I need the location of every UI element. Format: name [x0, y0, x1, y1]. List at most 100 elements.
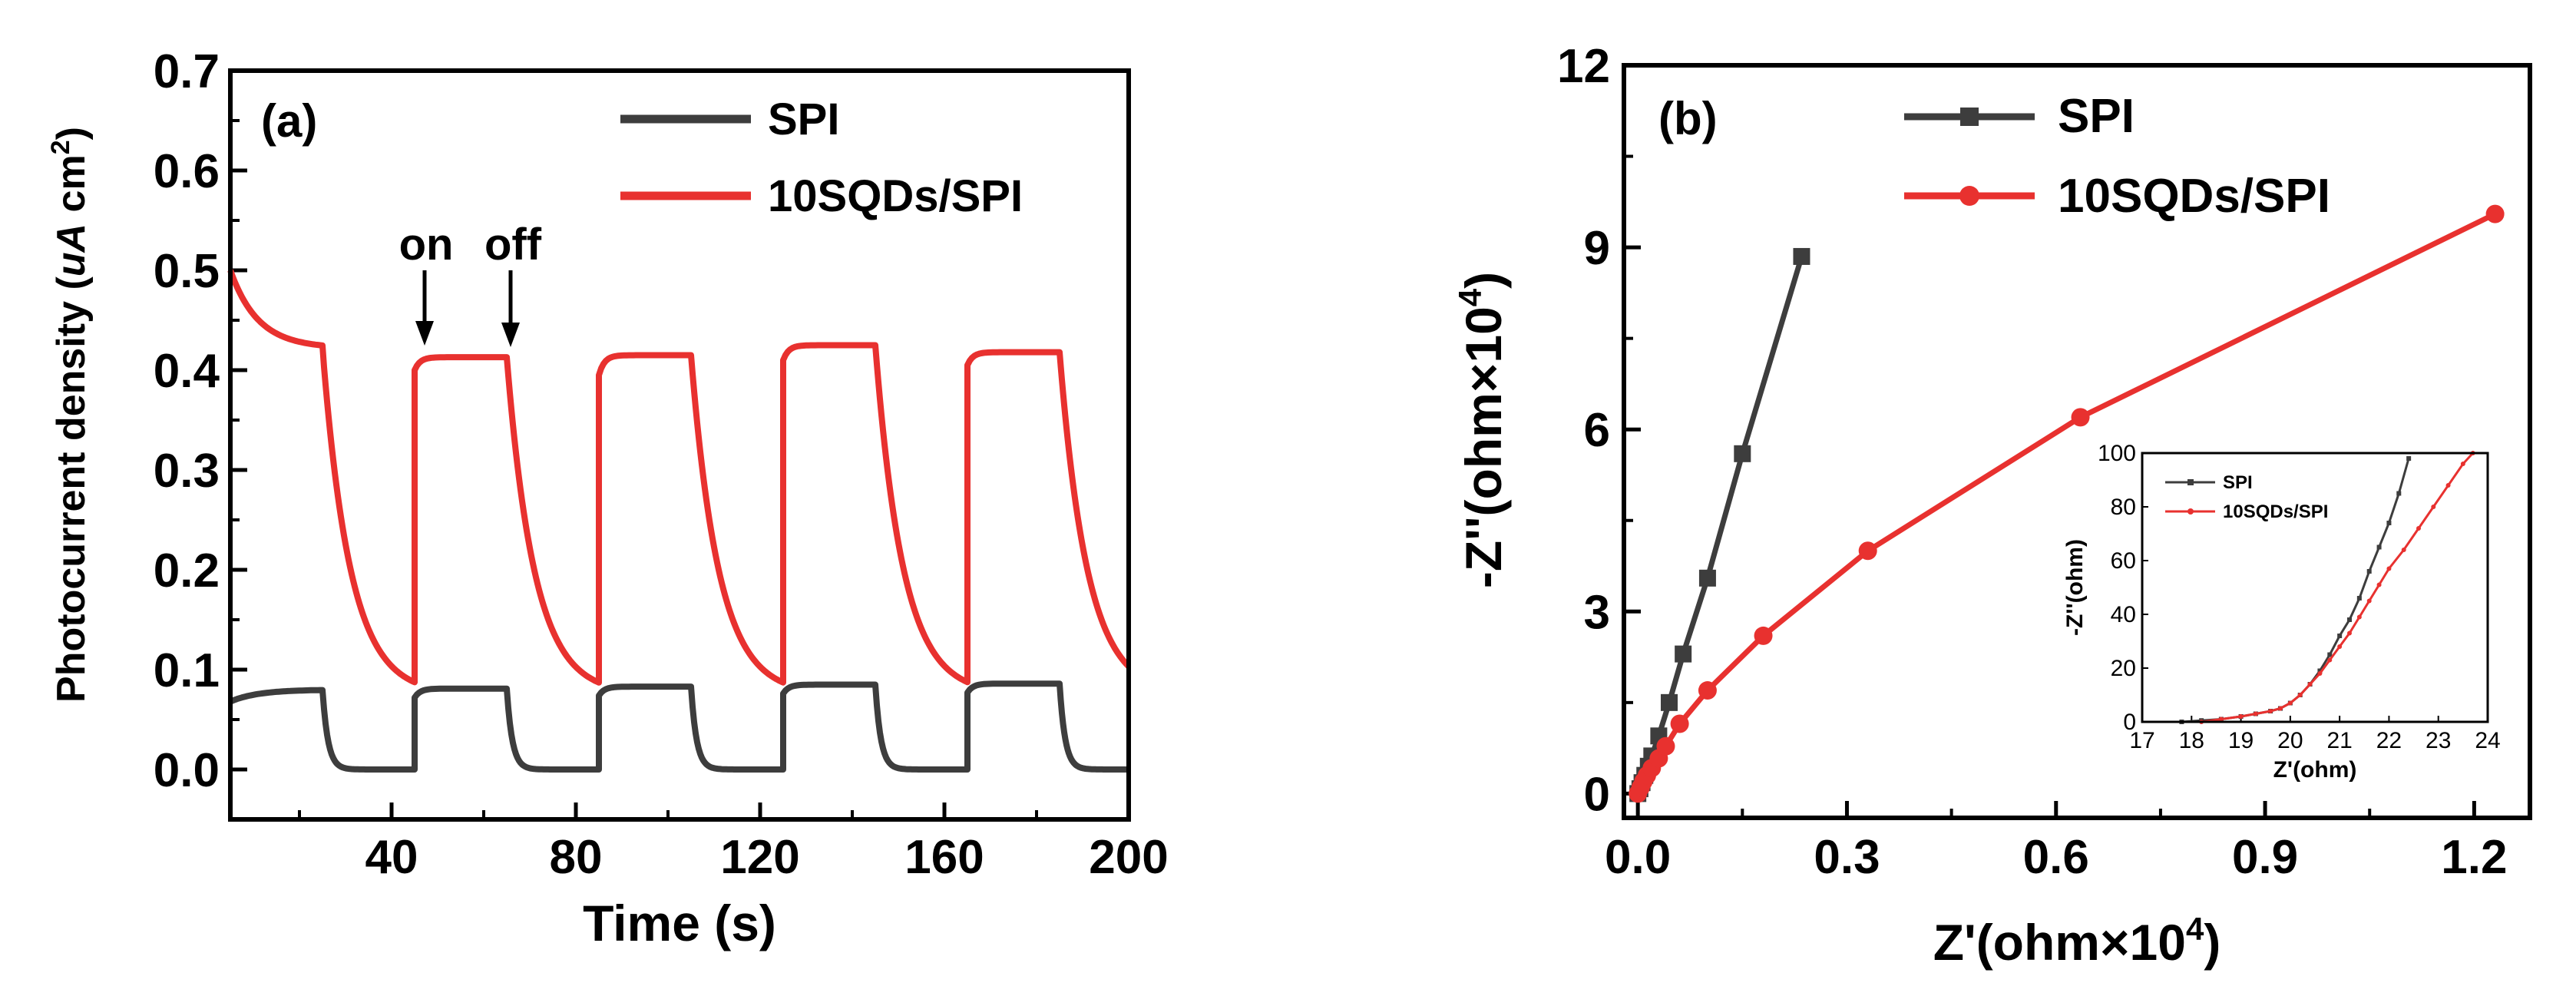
series-10sqds-spi-nyquist — [1629, 204, 2505, 803]
x-tick-label-b: 0.3 — [1814, 831, 1880, 884]
panel-a-label: (a) — [261, 95, 317, 147]
inset-point-spi — [2356, 596, 2362, 601]
inset-legend-sqd-label: 10SQDs/SPI — [2223, 501, 2328, 522]
series-10sqds-spi-photocurrent — [227, 269, 1131, 686]
y-tick-label-a: 0.5 — [154, 245, 220, 298]
x-tick-label-b: 1.2 — [2441, 831, 2507, 884]
inset-plot: 17 18 19 20 21 22 23 24 0 20 40 60 80 100 SPI 10SQDs/… — [2062, 441, 2501, 783]
panel-a-ticks: 40 80 120 160 200 0.0 0.1 0.2 0.3 0.4 0.5 0.6 0.7 — [154, 45, 1169, 884]
point-spi — [1734, 445, 1751, 462]
inset-ylabel: -Z''(ohm) — [2062, 539, 2088, 636]
panel-a-xlabel: Time (s) — [583, 895, 776, 951]
inset-point-spi — [2376, 544, 2382, 550]
inset-point-spi — [2396, 491, 2402, 496]
legend-a-spi-label: SPI — [768, 94, 840, 144]
inset-x-tick-label: 20 — [2277, 728, 2303, 753]
inset-y-tick-label: 60 — [2111, 548, 2136, 574]
panel-a-legend: SPI 10SQDs/SPI — [620, 94, 1023, 221]
inset-x-tick-label: 22 — [2376, 728, 2402, 753]
inset-xlabel: Z'(ohm) — [2273, 757, 2357, 783]
arrow-off-head-icon — [501, 323, 520, 347]
legend-b-sqd-label: 10SQDs/SPI — [2058, 170, 2330, 223]
inset-x-tick-label: 24 — [2475, 728, 2500, 753]
inset-point-sqd — [2218, 716, 2224, 722]
x-tick-label-a: 200 — [1089, 831, 1168, 884]
x-tick-label-b: 0.9 — [2232, 831, 2298, 884]
inset-point-spi — [2386, 521, 2392, 525]
panel-b-ticks: 0.0 0.3 0.6 0.9 1.2 0 3 6 9 12 — [1557, 40, 2507, 884]
panel-b-legend: SPI 10SQDs/SPI — [1904, 90, 2330, 223]
inset-point-spi — [2366, 569, 2372, 574]
inset-point-sqd — [2460, 462, 2465, 466]
inset-point-spi — [2317, 668, 2323, 673]
inset-point-sqd — [2268, 709, 2273, 713]
inset-legend-spi-marker — [2187, 479, 2194, 485]
panel-a-frame — [228, 68, 1131, 822]
inset-x-tick-label: 18 — [2179, 728, 2204, 753]
point-spi — [1661, 693, 1678, 711]
panel-b-xlabel: Z'(ohm×104) — [1933, 911, 2221, 971]
inset-point-sqd — [2278, 706, 2283, 711]
point-spi — [1675, 645, 1692, 663]
inset-point-sqd — [2356, 614, 2362, 620]
inset-point-sqd — [2287, 700, 2293, 706]
legend-b-sqd-marker — [1959, 186, 1979, 206]
line-spi-photocurrent — [229, 680, 1131, 773]
inset-point-sqd — [2366, 598, 2372, 604]
point-sqd — [1656, 736, 1675, 756]
line-spi-nyquist — [1635, 255, 1804, 795]
inset-point-spi — [2327, 652, 2333, 657]
point-sqd — [2485, 204, 2505, 223]
inset-point-sqd — [2307, 682, 2313, 687]
legend-b-spi-marker — [1960, 108, 1979, 126]
inset-point-sqd — [2297, 693, 2303, 697]
annotation-off: off — [484, 220, 542, 270]
inset-point-sqd — [2431, 505, 2436, 509]
inset-point-spi — [2337, 634, 2343, 638]
panel-b-frame — [1622, 63, 2532, 820]
point-sqd — [1698, 681, 1717, 700]
point-spi — [1698, 569, 1716, 587]
point-sqd — [1754, 626, 1773, 645]
inset-series — [2179, 451, 2475, 724]
panel-b-label: (b) — [1658, 93, 1718, 144]
inset-ticks: 17 18 19 20 21 22 23 24 0 20 40 60 80 100 — [2098, 441, 2501, 753]
x-tick-label-a: 120 — [720, 831, 799, 884]
y-tick-label-a: 0.2 — [154, 544, 220, 597]
inset-y-tick-label: 100 — [2098, 441, 2136, 466]
inset-x-tick-label: 23 — [2426, 728, 2451, 753]
inset-legend-sqd-marker — [2187, 508, 2194, 515]
inset-point-sqd — [2386, 566, 2392, 571]
series-spi-nyquist — [1629, 247, 1810, 802]
inset-y-tick-label: 0 — [2123, 710, 2136, 735]
y-tick-label-a: 0.7 — [154, 45, 220, 98]
arrow-on-head-icon — [415, 321, 434, 346]
legend-b-spi-label: SPI — [2058, 90, 2135, 143]
inset-point-sqd — [2401, 548, 2406, 552]
y-tick-label-b: 3 — [1584, 586, 1610, 639]
annotation-on: on — [399, 220, 454, 270]
y-tick-label-b: 12 — [1557, 40, 1610, 93]
y-tick-label-a: 0.4 — [154, 345, 220, 398]
inset-y-tick-label: 40 — [2111, 602, 2136, 627]
panel-b-ylabel: -Z''(ohm×104) — [1452, 272, 1512, 588]
x-tick-label-b: 0.6 — [2023, 831, 2089, 884]
panel-a-ylabel: Photocurrent density (uA cm2) — [46, 127, 94, 703]
inset-point-sqd — [2347, 630, 2352, 636]
x-tick-label-a: 80 — [550, 831, 603, 884]
inset-point-sqd — [2327, 657, 2333, 663]
inset-point-sqd — [2317, 671, 2323, 676]
series-spi-photocurrent — [229, 680, 1131, 773]
inset-point-sqd — [2376, 582, 2382, 587]
panel-a: 40 80 120 160 200 0.0 0.1 0.2 0.3 0.4 0.5 0.6 0.7 (a… — [46, 45, 1169, 951]
inset-y-tick-label: 20 — [2111, 656, 2136, 681]
inset-y-tick-label: 80 — [2111, 495, 2136, 520]
inset-point-spi — [2406, 456, 2412, 461]
inset-x-tick-label: 17 — [2129, 728, 2154, 753]
line-sqd-photocurrent — [227, 269, 1131, 686]
on-off-annotation: on off — [399, 220, 542, 347]
panel-b: 0.0 0.3 0.6 0.9 1.2 0 3 6 9 12 (b) SPI 10SQDs/SPI… — [1452, 40, 2532, 971]
point-sqd — [1858, 541, 1877, 561]
x-tick-label-a: 160 — [904, 831, 984, 884]
